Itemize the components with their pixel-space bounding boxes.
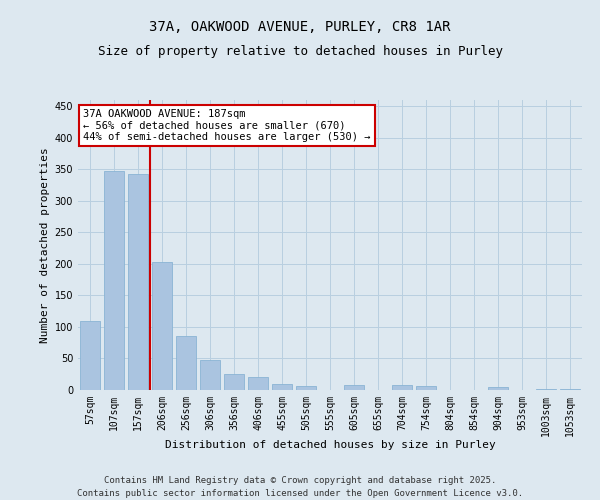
Bar: [536, 388, 556, 390]
Bar: [248, 377, 268, 390]
Bar: [128, 174, 148, 390]
Bar: [560, 388, 580, 390]
Text: 37A OAKWOOD AVENUE: 187sqm
← 56% of detached houses are smaller (670)
44% of sem: 37A OAKWOOD AVENUE: 187sqm ← 56% of deta…: [83, 108, 371, 142]
Bar: [200, 360, 220, 390]
Bar: [104, 170, 124, 390]
Bar: [152, 262, 172, 390]
Bar: [416, 386, 436, 390]
Text: Size of property relative to detached houses in Purley: Size of property relative to detached ho…: [97, 45, 503, 58]
Bar: [272, 384, 292, 390]
Bar: [392, 385, 412, 390]
Text: 37A, OAKWOOD AVENUE, PURLEY, CR8 1AR: 37A, OAKWOOD AVENUE, PURLEY, CR8 1AR: [149, 20, 451, 34]
Bar: [176, 336, 196, 390]
Bar: [224, 374, 244, 390]
Bar: [488, 388, 508, 390]
Bar: [296, 386, 316, 390]
Text: Contains HM Land Registry data © Crown copyright and database right 2025.
Contai: Contains HM Land Registry data © Crown c…: [77, 476, 523, 498]
Bar: [344, 385, 364, 390]
Bar: [80, 320, 100, 390]
Y-axis label: Number of detached properties: Number of detached properties: [40, 147, 50, 343]
X-axis label: Distribution of detached houses by size in Purley: Distribution of detached houses by size …: [164, 440, 496, 450]
